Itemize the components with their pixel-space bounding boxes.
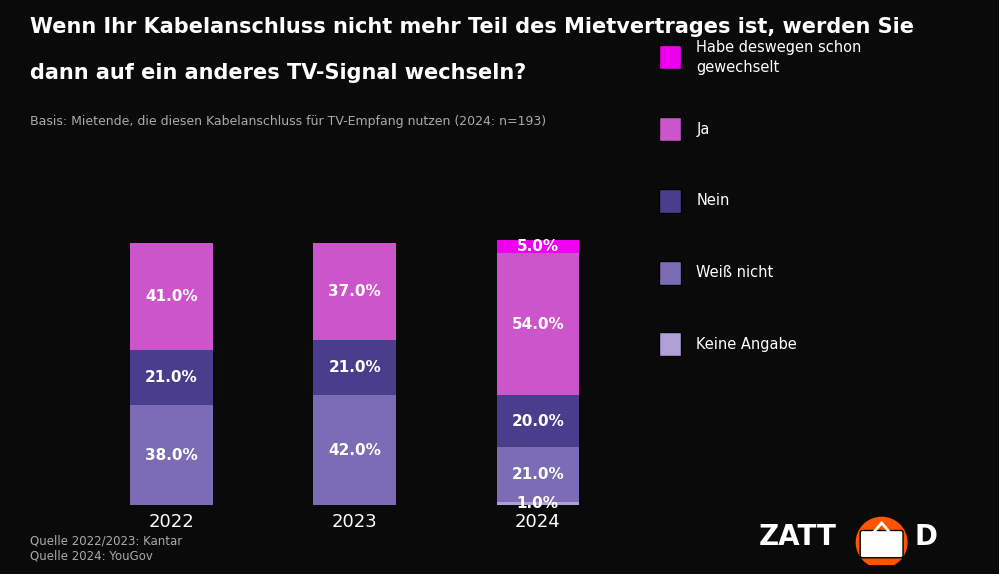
Text: Quelle 2022/2023: Kantar
Quelle 2024: YouGov: Quelle 2022/2023: Kantar Quelle 2024: Yo… xyxy=(30,534,182,563)
Text: 20.0%: 20.0% xyxy=(511,414,564,429)
Bar xyxy=(314,243,396,340)
Text: 41.0%: 41.0% xyxy=(145,289,198,304)
Bar xyxy=(130,243,213,350)
Bar xyxy=(497,395,579,447)
Circle shape xyxy=(856,517,907,568)
Text: Wenn Ihr Kabelanschluss nicht mehr Teil des Mietvertrages ist, werden Sie: Wenn Ihr Kabelanschluss nicht mehr Teil … xyxy=(30,17,914,37)
Text: 21.0%: 21.0% xyxy=(145,370,198,385)
Bar xyxy=(497,253,579,395)
Text: dann auf ein anderes TV-Signal wechseln?: dann auf ein anderes TV-Signal wechseln? xyxy=(30,63,526,83)
Text: 38.0%: 38.0% xyxy=(145,448,198,463)
Text: 54.0%: 54.0% xyxy=(511,317,564,332)
Text: D: D xyxy=(914,523,937,551)
Text: 42.0%: 42.0% xyxy=(329,443,381,457)
Bar xyxy=(497,502,579,505)
Text: ZATT: ZATT xyxy=(759,523,837,551)
Text: Ja: Ja xyxy=(696,122,709,137)
Bar xyxy=(314,340,396,395)
Bar xyxy=(497,240,579,253)
Text: Basis: Mietende, die diesen Kabelanschluss für TV-Empfang nutzen (2024: n=193): Basis: Mietende, die diesen Kabelanschlu… xyxy=(30,115,546,128)
Text: 1.0%: 1.0% xyxy=(516,497,558,511)
Text: Keine Angabe: Keine Angabe xyxy=(696,337,797,352)
Text: Habe deswegen schon
gewechselt: Habe deswegen schon gewechselt xyxy=(696,40,862,75)
Text: Weiß nicht: Weiß nicht xyxy=(696,265,773,280)
Text: 5.0%: 5.0% xyxy=(516,239,558,254)
Text: 21.0%: 21.0% xyxy=(511,467,564,482)
Bar xyxy=(130,350,213,405)
Text: Nein: Nein xyxy=(696,193,729,208)
Text: 37.0%: 37.0% xyxy=(329,284,381,298)
Text: 21.0%: 21.0% xyxy=(329,360,381,375)
Bar xyxy=(314,395,396,505)
Bar xyxy=(130,405,213,505)
Bar xyxy=(497,447,579,502)
FancyBboxPatch shape xyxy=(860,530,903,558)
